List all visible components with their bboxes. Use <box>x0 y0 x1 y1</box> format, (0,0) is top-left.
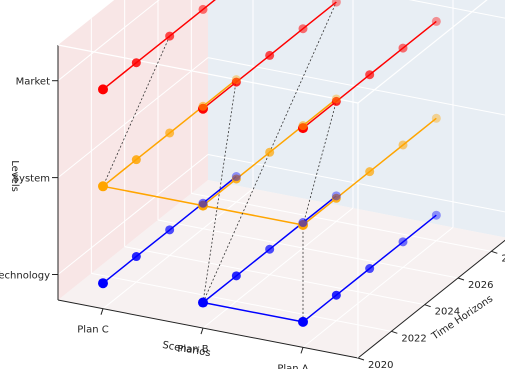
data-point <box>165 31 175 41</box>
data-point <box>198 198 208 208</box>
connector-zigzag <box>202 301 304 323</box>
y-tick-mark <box>424 304 431 308</box>
series-points <box>98 0 441 327</box>
x-tick-mark <box>200 327 204 335</box>
y-tick-label: 2020 <box>368 360 393 369</box>
data-point <box>231 172 241 182</box>
x-tick-label: Plan A <box>277 363 308 369</box>
x-tick-mark <box>300 347 304 354</box>
x-axis-label: Scenarios <box>162 340 212 359</box>
data-point <box>331 290 341 300</box>
top-front-edge <box>57 44 359 104</box>
x-tick-mark <box>100 308 104 315</box>
grid-line-year <box>157 219 459 279</box>
data-point <box>398 237 408 247</box>
y-tick-mark <box>357 357 365 361</box>
connector-vertical <box>102 35 171 187</box>
data-point <box>265 244 275 254</box>
y-tick-mark <box>457 277 465 281</box>
z-tick-label: Market <box>16 77 50 88</box>
connector-vertical <box>202 79 237 303</box>
x-tick-label: Plan B <box>177 344 208 355</box>
data-point <box>365 264 375 274</box>
data-point <box>98 84 108 95</box>
data-point <box>331 0 341 7</box>
connector-vertical <box>302 101 337 226</box>
grid-line-year <box>124 246 425 306</box>
data-point <box>98 181 108 192</box>
data-point <box>198 101 208 111</box>
data-point <box>331 94 341 104</box>
grid-line-year <box>191 192 492 252</box>
tick-labels: Plan C Plan B Plan A 2020 2022 2024 2026 2028 Te… <box>0 77 505 369</box>
data-point <box>198 297 208 308</box>
data-point <box>431 113 441 123</box>
grid-line-level <box>207 57 505 116</box>
z-tick-label: Technology <box>0 271 50 282</box>
y-tick-label: 2028 <box>501 253 505 264</box>
axis-frame <box>57 0 505 359</box>
y-tick-mark <box>391 330 398 334</box>
y-axis-line <box>357 239 505 359</box>
data-point <box>331 193 341 203</box>
z-tick-label: System <box>13 174 50 185</box>
back-right-pane <box>208 0 505 238</box>
floor-pane <box>58 180 505 358</box>
grid-line-level <box>408 0 505 19</box>
grid-line-scenario <box>302 226 454 348</box>
top-right-edge <box>357 0 488 104</box>
data-point <box>398 140 408 150</box>
data-point <box>298 121 308 131</box>
data-point <box>131 58 141 68</box>
grid-line-year <box>91 272 392 332</box>
grid-line-level <box>57 57 209 178</box>
y-tick-label: 2024 <box>435 307 460 318</box>
data-point <box>331 191 341 201</box>
data-point <box>198 4 208 14</box>
data-point <box>98 278 108 289</box>
data-point <box>265 147 275 157</box>
data-point <box>298 316 308 327</box>
data-point <box>298 24 308 34</box>
data-point <box>298 218 308 228</box>
data-point <box>365 167 375 177</box>
grid-line-scenario <box>102 188 254 310</box>
data-point <box>165 225 175 235</box>
data-point <box>231 271 241 281</box>
y-tick-label: 2026 <box>468 280 493 291</box>
data-point <box>265 50 275 60</box>
x-axis-line <box>57 299 359 359</box>
data-point <box>398 43 408 53</box>
data-point <box>331 96 341 106</box>
back-left-pane <box>58 0 208 300</box>
data-point <box>431 210 441 220</box>
data-point <box>231 77 241 87</box>
axis-panes <box>58 0 505 358</box>
y-axis-label: Time Horizons <box>429 293 495 342</box>
y-tick-mark <box>491 250 498 254</box>
data-point <box>131 155 141 165</box>
data-point <box>431 16 441 26</box>
data-point <box>131 252 141 262</box>
data-point <box>231 75 241 85</box>
data-point <box>231 174 241 184</box>
y-tick-label: 2022 <box>401 333 426 344</box>
data-point <box>365 70 375 80</box>
z-axis-label: Levels <box>9 160 20 192</box>
grid-line-level <box>57 0 160 82</box>
data-point <box>165 128 175 138</box>
grid-line-level <box>57 154 209 275</box>
x-tick-label: Plan C <box>77 325 108 336</box>
